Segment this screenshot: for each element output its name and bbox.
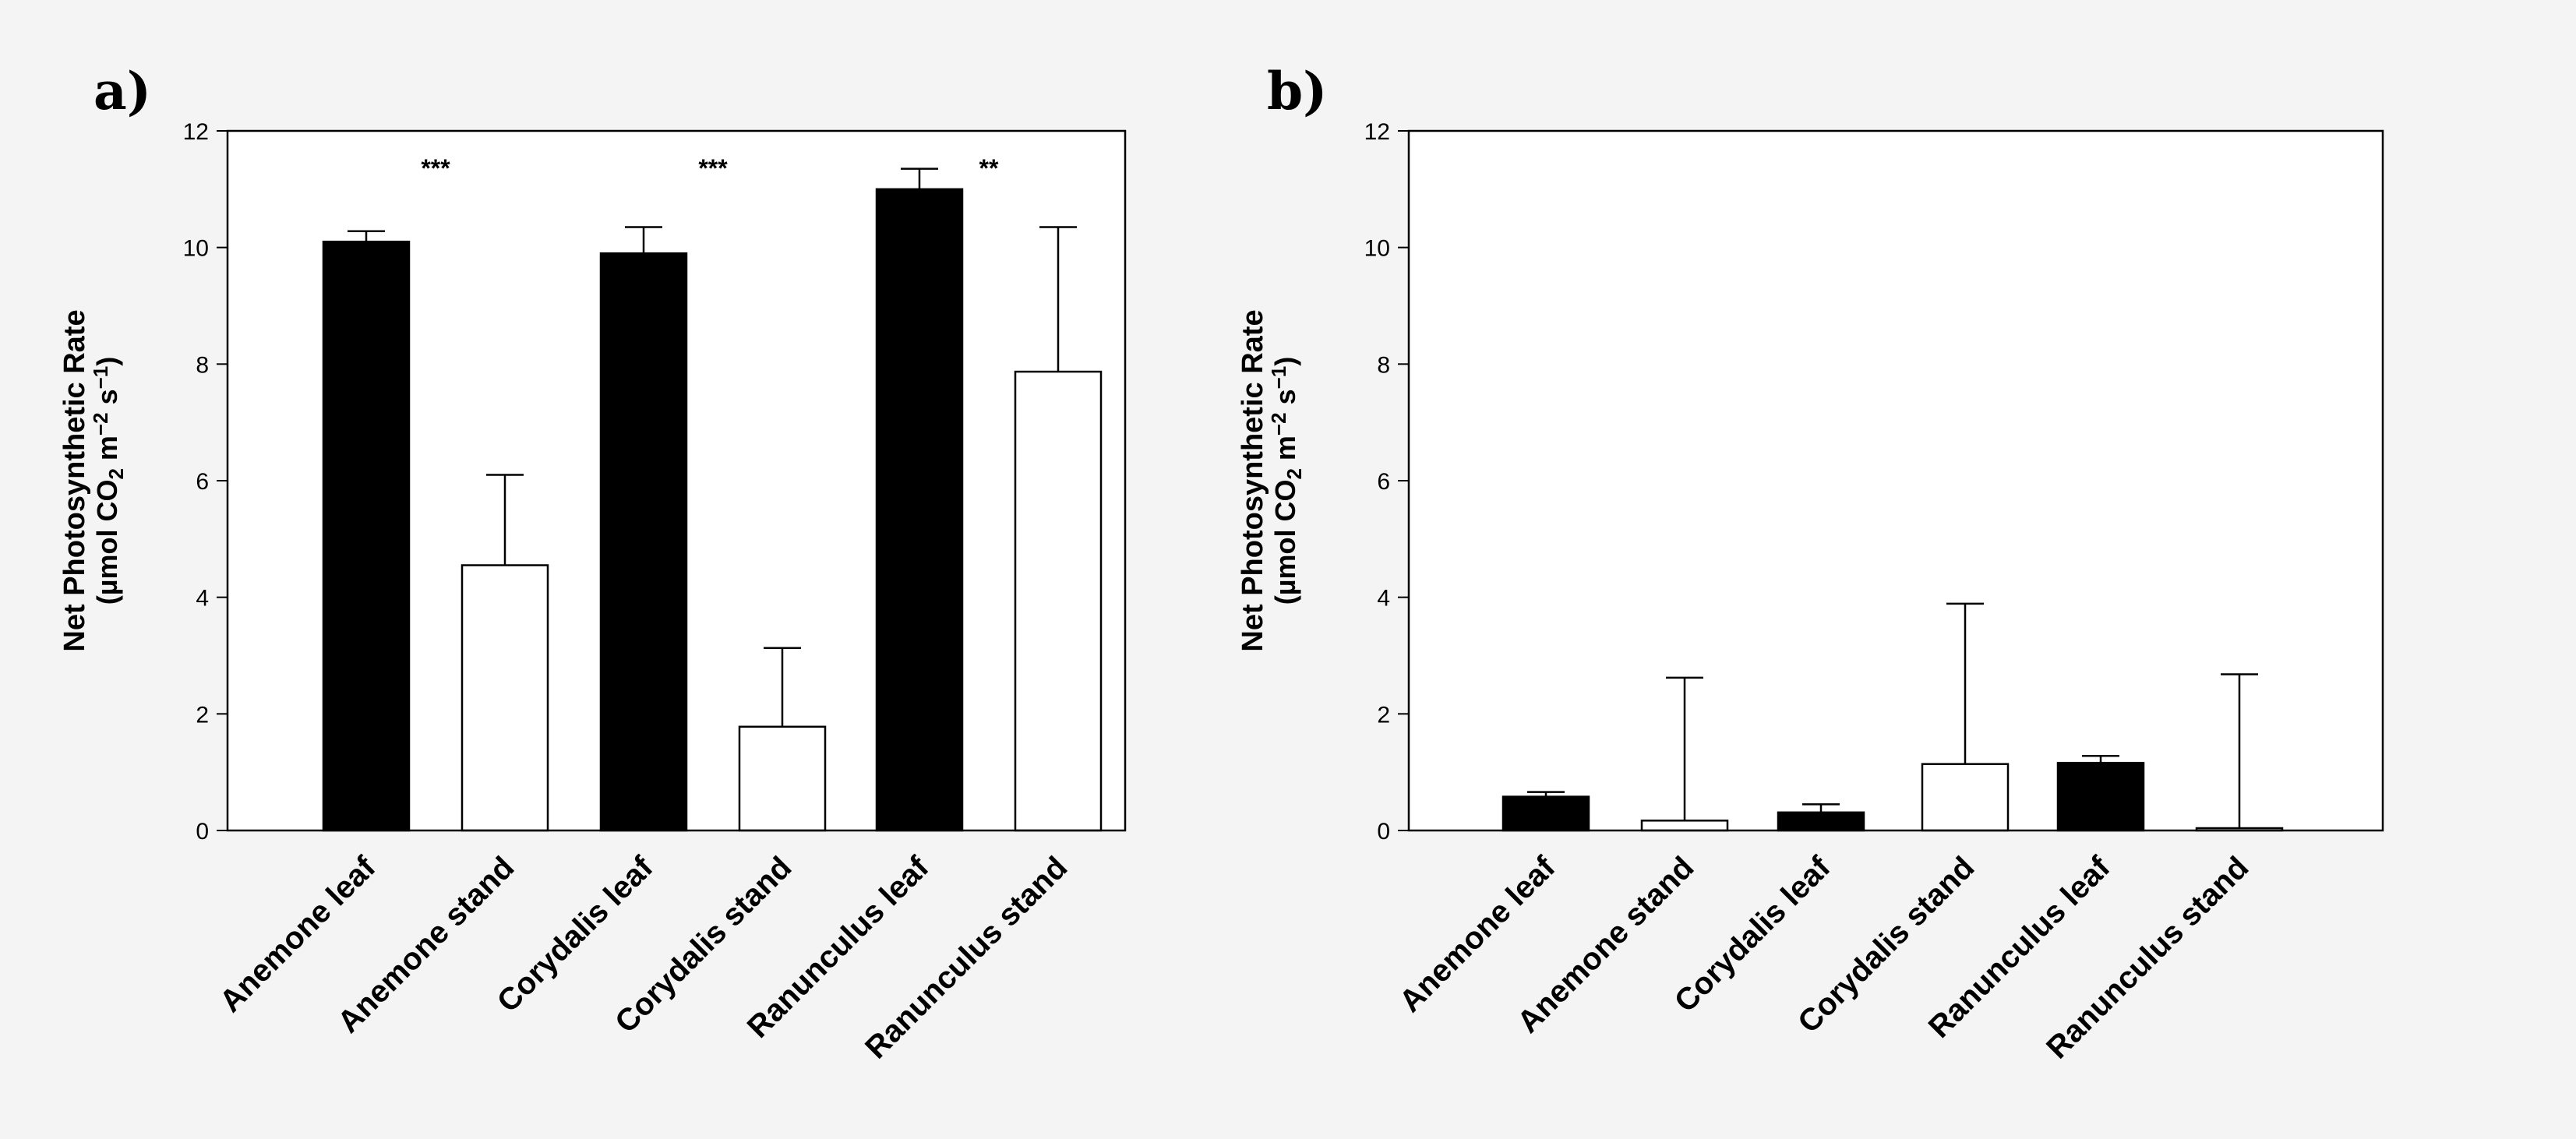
bar [738,725,827,832]
panel-label: b) [1267,61,1327,122]
y-tick-label: 8 [196,352,209,378]
bar [1501,795,1590,832]
bar [1640,820,1729,832]
y-axis-unit: (µmol CO2 m−2 s−1) [89,357,128,605]
y-tick-label: 2 [196,702,209,728]
bar [1777,811,1865,832]
y-tick-label: 10 [1364,236,1390,262]
bar [1014,370,1103,832]
y-axis-title: Net Photosynthetic Rate [1237,309,1269,651]
y-axis-title: Net Photosynthetic Rate [58,309,91,651]
y-tick-label: 6 [1377,469,1390,495]
y-axis-unit: (µmol CO2 m−2 s−1) [1267,357,1306,605]
y-tick-label: 4 [196,586,209,612]
y-tick-label: 8 [1377,352,1390,378]
bar [2056,761,2145,832]
plot-area [1409,131,2383,830]
bar [1921,763,2010,832]
y-tick-label: 2 [1377,702,1390,728]
y-tick-label: 0 [1377,819,1390,845]
bar [461,564,549,832]
y-tick-label: 6 [196,469,209,495]
plot-frame [1407,129,2384,832]
y-tick-label: 4 [1377,586,1390,612]
y-tick-label: 12 [1364,119,1390,145]
significance-marker: ** [979,154,999,182]
y-tick-label: 0 [196,819,209,845]
panel-label: a) [94,61,151,122]
bar [599,252,688,832]
y-tick-label: 12 [183,119,209,145]
bar [875,188,964,832]
significance-marker: *** [698,154,728,182]
significance-marker: *** [421,154,450,182]
y-tick-label: 10 [183,236,209,262]
plot-frame [226,129,1127,832]
bar [322,240,411,832]
